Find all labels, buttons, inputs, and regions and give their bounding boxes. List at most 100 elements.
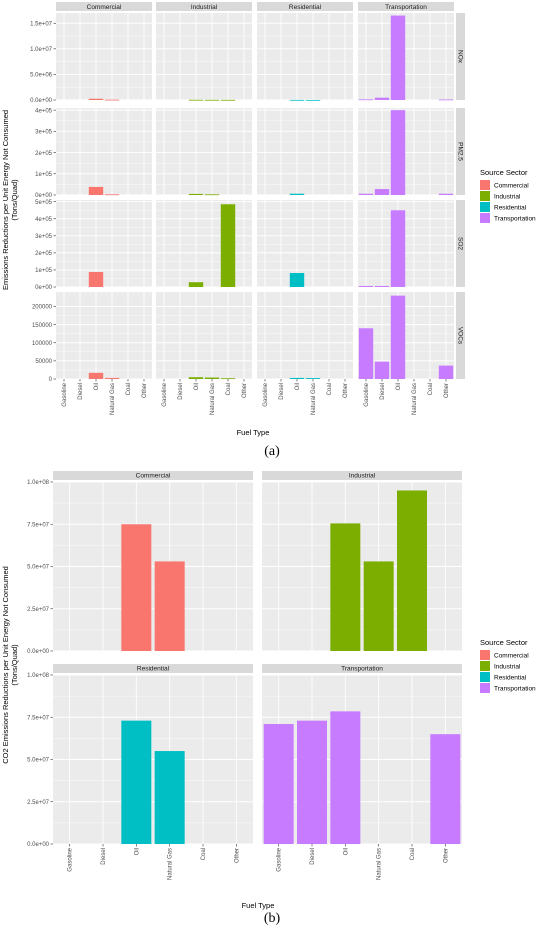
co2-col-1-xtick-label-diesel: Diesel <box>310 848 316 865</box>
row-so2-ytick-label: 0e+00 <box>35 285 53 291</box>
panel-pm2-5-transportation-bar-diesel <box>374 189 390 195</box>
col-commercial-xtick-label-coal: Coal <box>126 383 132 395</box>
legend-label-industrial: Industrial <box>494 194 521 201</box>
strip-label-industrial: Industrial <box>191 4 218 11</box>
strip-label-transportation: Transportation <box>385 4 427 11</box>
panel-pm2-5-industrial-bar-natural-gas <box>204 194 220 196</box>
co2-y-axis-title-units: (Tons/Quad) <box>10 644 19 686</box>
strip-label-residential: Residential <box>289 4 322 11</box>
co2-panel-commercial-bar-natural-gas <box>154 561 185 651</box>
col-transportation-xtick-label-natural-gas: Natural Gas <box>412 383 418 415</box>
col-industrial-xtick-label-natural-gas: Natural Gas <box>210 383 216 415</box>
col-residential-xtick-label-coal: Coal <box>327 383 333 395</box>
panel-vocs-residential-bar-natural-gas <box>305 378 321 379</box>
legend-label-industrial: Industrial <box>494 664 521 671</box>
col-residential-xtick-label-oil: Oil <box>295 383 301 390</box>
strip-residential <box>53 664 253 673</box>
panel-so2-commercial-bar-oil <box>88 271 104 287</box>
panel-vocs-transportation-bar-oil <box>390 295 406 379</box>
col-residential-xtick-label-gasoline: Gasoline <box>263 382 269 406</box>
col-residential-xtick-label-diesel: Diesel <box>279 383 285 400</box>
panel-vocs-industrial-bar-natural-gas <box>204 377 220 379</box>
x-axis-title: Fuel Type <box>237 428 270 437</box>
caption-b: (b) <box>264 911 281 926</box>
legend-label-residential: Residential <box>494 675 527 682</box>
row-pm2-5-ytick-label: 2e+05 <box>35 151 53 157</box>
row-so2-ytick-label: 3e+05 <box>35 234 53 240</box>
panel-pm2-5-industrial-bar-oil <box>188 193 204 195</box>
legend-label-commercial: Commercial <box>494 183 529 190</box>
panel-nox-transportation-bar-other <box>438 99 454 101</box>
co2-row-0-ytick-label: 5.0e+07 <box>27 565 50 571</box>
panel-nox-industrial-panel-bg <box>156 13 252 100</box>
co2-row-1-ytick-label: 7.5e+07 <box>27 715 50 721</box>
row-pm2-5-ytick-label: 4e+05 <box>35 108 53 114</box>
legend-title: Source Sector <box>480 168 528 177</box>
panel-so2-transportation-bar-oil <box>390 210 406 287</box>
co2-panel-industrial-bar-natural-gas <box>363 561 394 651</box>
col-transportation-xtick-label-other: Other <box>444 383 450 398</box>
strip-commercial <box>53 471 253 480</box>
panel-pm2-5-residential-panel-bg <box>257 108 353 195</box>
row-so2-ytick-label: 2e+05 <box>35 251 53 257</box>
row-vocs-ytick-label: 150000 <box>32 323 53 329</box>
row-nox-ytick-label: 1.5e+07 <box>30 21 53 27</box>
strip-industrial <box>156 2 252 11</box>
co2-panel-residential-bar-natural-gas <box>154 751 185 844</box>
row-pm2-5-ytick-label: 1e+05 <box>35 172 53 178</box>
panel-vocs-industrial-bar-coal <box>220 378 236 380</box>
strip-label-nox: NOx <box>457 50 464 64</box>
panel-nox-residential-panel-bg <box>257 13 353 100</box>
co2-panel-transportation-bar-other <box>430 734 461 844</box>
strip-label-residential: Residential <box>137 666 170 673</box>
co2-facet-chart: Commercial 0.0e+00 2.5e+07 5.0e+07 7.5e+07 1.… <box>1 471 536 910</box>
co2-panel-transportation-bar-oil <box>330 711 361 844</box>
col-commercial-xtick-label-gasoline: Gasoline <box>62 382 68 406</box>
panel-nox-commercial-panel-bg <box>56 13 152 100</box>
legend-key-commercial <box>480 180 490 190</box>
panel-vocs-residential-panel-bg <box>257 292 353 379</box>
strip-nox <box>456 13 465 100</box>
col-commercial-xtick-label-oil: Oil <box>94 383 100 390</box>
legend-label-transportation: Transportation <box>494 686 536 693</box>
row-pm2-5-ytick-label: 3e+05 <box>35 130 53 136</box>
panel-nox-transportation-bar-gasoline <box>358 99 374 101</box>
panel-vocs-residential-bar-oil <box>289 377 305 379</box>
co2-row-1-ytick-label: 0.0e+00 <box>27 842 50 848</box>
panel-nox-industrial-bar-natural-gas <box>204 99 220 101</box>
co2-panel-transportation-bar-diesel <box>297 720 327 844</box>
co2-col-1-xtick-label-coal: Coal <box>410 848 416 860</box>
row-vocs-ytick-label: 0 <box>49 377 53 383</box>
strip-transportation <box>358 2 454 11</box>
legend-title: Source Sector <box>480 638 528 647</box>
panel-pm2-5-transportation-panel-bg <box>358 108 454 195</box>
co2-y-axis-title: CO2 Emissions Reductions per Unit Energy… <box>1 566 10 764</box>
co2-col-0-xtick-label-gasoline: Gasoline <box>68 847 74 871</box>
panel-so2-industrial-panel-bg <box>156 200 252 287</box>
strip-label-commercial: Commercial <box>87 4 122 11</box>
y-axis-title: Emissions Reductions per Unit Energy Not… <box>1 110 10 290</box>
co2-col-0-xtick-label-diesel: Diesel <box>101 848 107 865</box>
col-industrial-xtick-label-other: Other <box>242 383 248 398</box>
strip-residential <box>257 2 353 11</box>
panel-so2-transportation-bar-diesel <box>374 285 390 287</box>
co2-col-1-xtick-label-gasoline: Gasoline <box>277 847 283 871</box>
panel-nox-residential-bar-oil <box>289 99 305 101</box>
co2-col-0-xtick-label-coal: Coal <box>201 848 207 860</box>
strip-label-pm2-5: PM2.5 <box>457 142 464 161</box>
co2-row-1-ytick-label: 5.0e+07 <box>27 758 50 764</box>
panel-pm2-5-residential-bar-oil <box>289 193 305 195</box>
strip-label-transportation: Transportation <box>341 666 383 673</box>
col-commercial-xtick-label-other: Other <box>142 383 148 398</box>
panel-nox-residential-bar-natural-gas <box>305 99 321 101</box>
panel-pm2-5-commercial-panel-bg <box>56 108 152 195</box>
panel-so2-transportation-panel-bg <box>358 200 454 287</box>
col-transportation-xtick-label-coal: Coal <box>428 383 434 395</box>
panel-so2-industrial-bar-oil <box>188 282 204 287</box>
co2-row-0-ytick-label: 7.5e+07 <box>27 522 50 528</box>
col-transportation-xtick-label-oil: Oil <box>396 383 402 390</box>
panel-vocs-commercial-bar-oil <box>88 372 104 379</box>
co2-col-1-xtick-label-oil: Oil <box>343 848 349 855</box>
emissions-facet-chart: Commercial Industrial Residential Transport… <box>1 2 536 437</box>
